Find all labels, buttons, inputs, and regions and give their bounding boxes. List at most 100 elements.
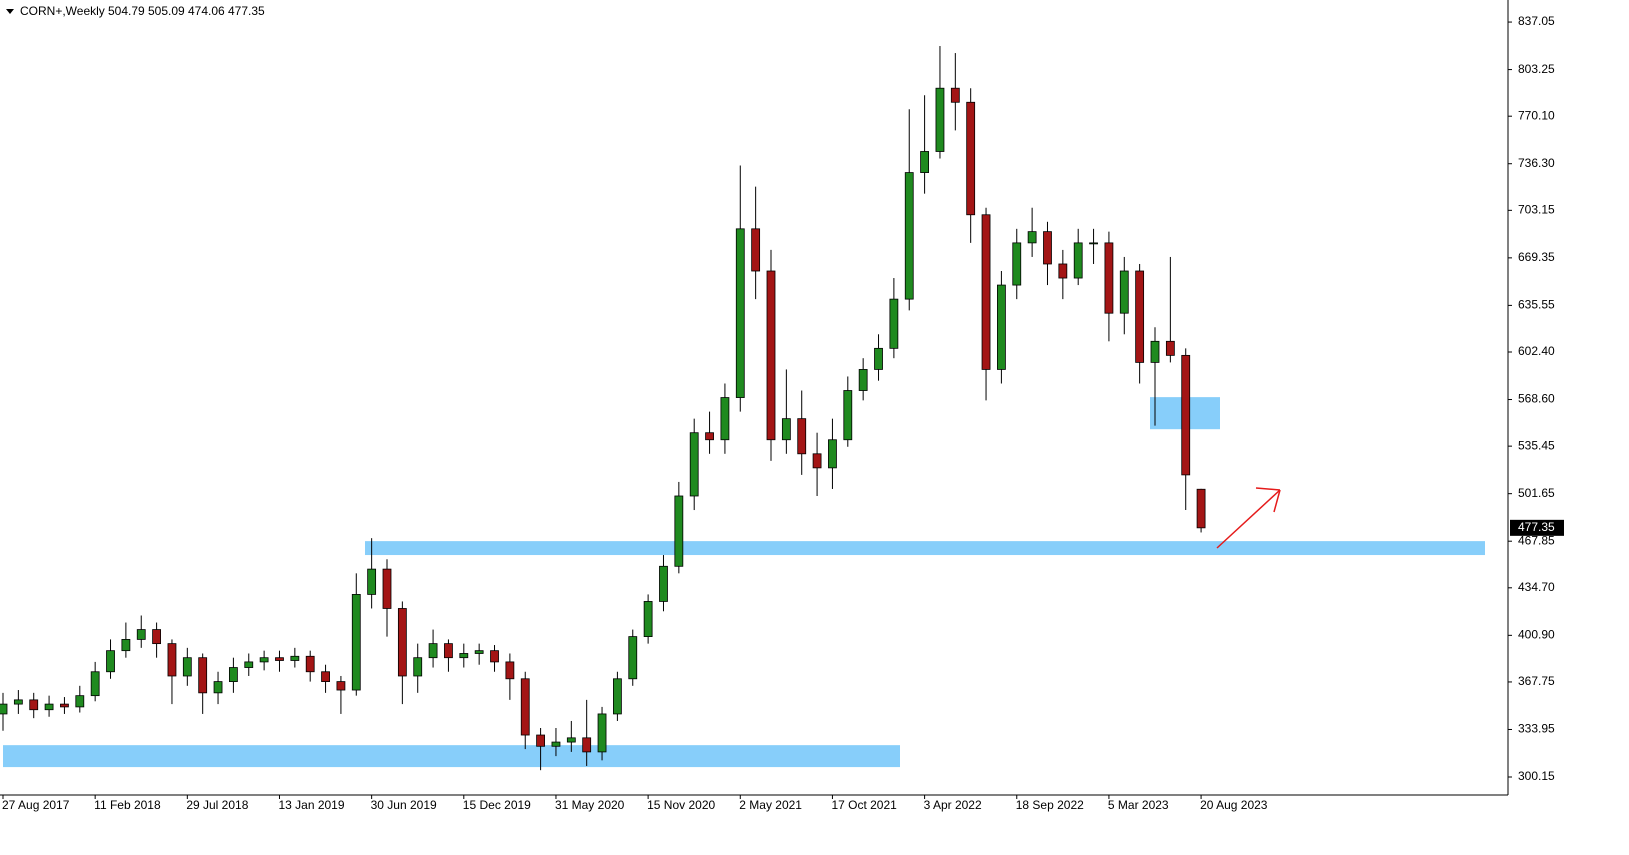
y-tick-label: 803.25 xyxy=(1518,62,1555,76)
candle-body xyxy=(705,432,714,441)
candle-body xyxy=(182,657,192,677)
candle-body xyxy=(628,636,638,680)
candle-body xyxy=(659,565,668,602)
high-quote: 505.09 xyxy=(148,4,185,18)
candle-body xyxy=(720,397,730,441)
symbol-title: CORN+,Weekly xyxy=(20,4,105,18)
y-tick-label: 770.10 xyxy=(1518,108,1555,122)
candle-body xyxy=(367,568,377,595)
candle-body xyxy=(689,432,699,497)
candle-body xyxy=(244,661,254,668)
candle-body xyxy=(735,228,745,398)
candle-body xyxy=(106,650,115,673)
y-tick-label: 568.60 xyxy=(1518,392,1555,406)
candle-body xyxy=(582,737,592,753)
candle-body xyxy=(121,639,131,652)
candle-body xyxy=(751,228,761,272)
candle-body xyxy=(781,418,791,441)
x-tick-label: 3 Apr 2022 xyxy=(924,798,982,812)
candle-body xyxy=(213,681,223,694)
candle-body xyxy=(75,695,85,708)
arrow-shaft xyxy=(1216,489,1281,549)
candle-body xyxy=(1119,270,1129,314)
candle-body xyxy=(997,284,1006,370)
candle-body xyxy=(0,703,8,715)
candle-body xyxy=(351,594,361,691)
x-tick-label: 15 Dec 2019 xyxy=(463,798,531,812)
candle-body xyxy=(1058,263,1068,279)
candle-body xyxy=(44,703,54,711)
price-tag xyxy=(1510,519,1564,536)
y-tick-label: 736.30 xyxy=(1518,156,1555,170)
y-tick-label: 367.75 xyxy=(1518,674,1555,688)
candle-body xyxy=(889,298,899,349)
candle-body xyxy=(305,655,315,673)
low-quote: 474.06 xyxy=(188,4,225,18)
candle-body xyxy=(904,172,914,300)
candle-body xyxy=(474,650,484,654)
candle-body xyxy=(397,608,407,677)
candle-body xyxy=(874,347,883,370)
menu-triangle xyxy=(6,9,14,14)
x-tick-label: 29 Jul 2018 xyxy=(186,798,248,812)
candle-body xyxy=(444,643,453,659)
candle-body xyxy=(490,650,499,663)
candle-body xyxy=(505,661,515,680)
x-tick-label: 27 Aug 2017 xyxy=(2,798,70,812)
zones xyxy=(3,397,1485,768)
candle-body xyxy=(459,653,469,659)
zone xyxy=(3,745,900,768)
candle-body xyxy=(812,453,822,469)
x-tick-label: 30 Jun 2019 xyxy=(371,798,437,812)
open-quote: 504.79 xyxy=(108,4,145,18)
candle-body xyxy=(1012,242,1022,286)
candle-body xyxy=(428,643,438,659)
candle-body xyxy=(536,734,545,747)
candle-body xyxy=(90,671,100,697)
candle-body xyxy=(643,601,653,638)
y-tick-label: 602.40 xyxy=(1518,344,1555,358)
candles xyxy=(0,46,1206,771)
candle-body xyxy=(674,495,684,567)
candle-body xyxy=(290,655,300,661)
y-tick-label: 501.65 xyxy=(1518,486,1555,500)
x-tick-label: 5 Mar 2023 xyxy=(1108,798,1169,812)
candle-body xyxy=(797,418,807,455)
candle-body xyxy=(1150,340,1160,363)
zone xyxy=(365,541,1485,556)
candle-body xyxy=(766,270,776,441)
candle-body xyxy=(228,667,238,682)
candle-body xyxy=(520,678,530,736)
price-tag-label: 477.35 xyxy=(1518,520,1555,534)
arrow xyxy=(1216,487,1281,549)
candle-body xyxy=(275,657,284,661)
candle-body xyxy=(551,741,561,747)
candle-body xyxy=(613,678,622,715)
candle-body xyxy=(597,713,607,753)
x-tick-label: 13 Jan 2019 xyxy=(278,798,344,812)
x-tick-label: 17 Oct 2021 xyxy=(831,798,897,812)
close-quote: 477.35 xyxy=(228,4,265,18)
y-tick-label: 300.15 xyxy=(1518,769,1555,783)
y-tick-label: 669.35 xyxy=(1518,250,1555,264)
x-tick-label: 20 Aug 2023 xyxy=(1200,798,1268,812)
candle-body xyxy=(1043,231,1052,265)
candle-body xyxy=(858,369,868,391)
candle-body xyxy=(1165,340,1175,356)
x-tick-label: 11 Feb 2018 xyxy=(94,798,161,812)
candle-body xyxy=(259,657,269,663)
candle-body xyxy=(29,699,39,711)
candle-body xyxy=(920,151,929,173)
x-tick-label: 31 May 2020 xyxy=(555,798,625,812)
candle-body xyxy=(167,643,177,677)
candle-body xyxy=(828,439,837,469)
candle-body xyxy=(1135,270,1145,363)
y-tick-label: 467.85 xyxy=(1518,533,1555,547)
y-tick-label: 434.70 xyxy=(1518,580,1555,594)
y-tick-label: 635.55 xyxy=(1518,298,1555,312)
x-tick-label: 15 Nov 2020 xyxy=(647,798,715,812)
candle-body xyxy=(336,681,346,691)
candle-body xyxy=(966,101,976,216)
